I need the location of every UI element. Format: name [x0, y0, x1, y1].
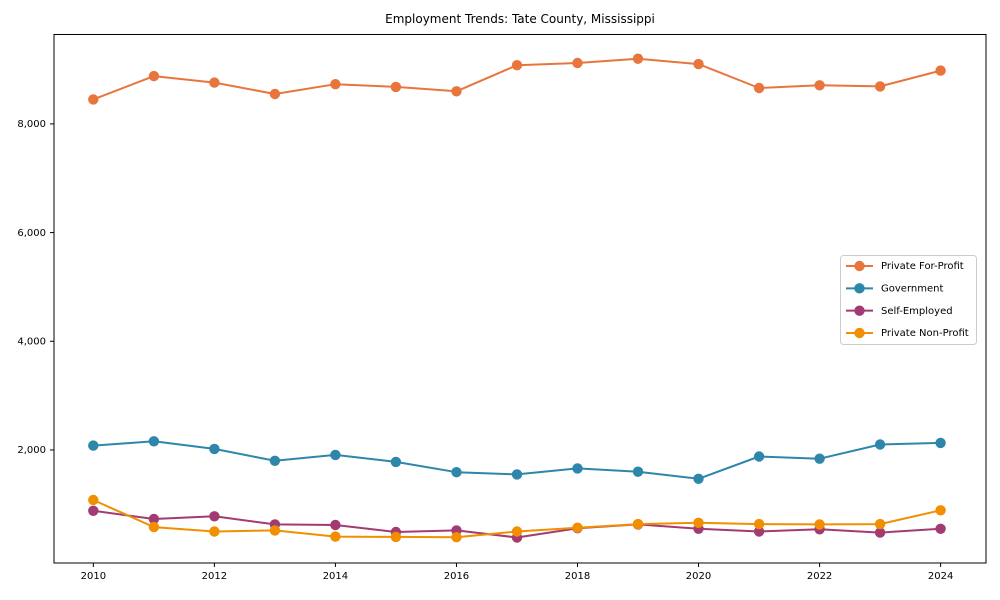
data-point: [814, 80, 825, 91]
legend-marker-dot: [854, 327, 865, 339]
chart-title: Employment Trends: Tate County, Mississi…: [385, 12, 655, 26]
legend-marker-dot: [854, 283, 865, 294]
legend-label: Government: [881, 284, 943, 295]
x-tick-label: 2024: [928, 571, 953, 582]
x-tick-label: 2016: [444, 571, 469, 582]
data-point: [935, 65, 946, 76]
legend-marker-dot: [854, 305, 865, 316]
data-point: [935, 437, 946, 449]
y-tick-label: 2,000: [17, 445, 46, 456]
x-tick-label: 2014: [323, 571, 348, 582]
plot-border: [53, 34, 987, 564]
data-point: [148, 513, 160, 525]
data-point: [874, 527, 886, 538]
data-point: [148, 70, 160, 82]
data-point: [88, 440, 99, 451]
data-point: [632, 466, 644, 477]
data-point: [572, 57, 583, 69]
data-point: [572, 463, 583, 474]
data-point: [209, 511, 220, 522]
data-point: [511, 526, 523, 537]
data-point: [814, 453, 825, 464]
data-point: [451, 86, 462, 97]
data-point: [451, 532, 462, 543]
data-point: [148, 436, 160, 447]
legend-label: Self-Employed: [881, 306, 953, 317]
data-point: [330, 79, 341, 90]
legend-label: Private Non-Profit: [881, 328, 969, 339]
data-point: [753, 518, 765, 530]
data-point: [209, 526, 220, 537]
y-tick-label: 8,000: [17, 119, 46, 130]
legend-marker-dot: [854, 260, 865, 272]
data-point: [88, 505, 99, 516]
data-point: [451, 467, 462, 478]
data-point: [511, 469, 523, 480]
data-point: [390, 81, 402, 93]
data-point: [330, 519, 341, 531]
x-tick-label: 2010: [81, 571, 106, 582]
data-point: [874, 81, 886, 92]
data-point: [572, 522, 583, 533]
data-point: [209, 77, 220, 88]
data-point: [390, 531, 402, 543]
data-point: [148, 521, 160, 533]
data-point: [632, 53, 644, 64]
data-point: [935, 523, 946, 534]
data-point: [753, 451, 765, 462]
data-point: [814, 519, 825, 530]
data-point: [693, 473, 704, 484]
data-point: [269, 455, 281, 466]
data-point: [390, 456, 402, 468]
data-point: [269, 88, 281, 100]
data-point: [632, 518, 644, 530]
data-point: [753, 526, 765, 537]
data-point: [874, 439, 886, 450]
data-point: [88, 94, 99, 105]
y-tick-label: 6,000: [17, 228, 46, 239]
data-point: [511, 59, 523, 71]
data-point: [330, 449, 341, 461]
data-point: [330, 531, 341, 542]
data-point: [874, 518, 886, 530]
data-point: [693, 517, 704, 528]
legend-label: Private For-Profit: [881, 261, 964, 272]
data-point: [269, 525, 281, 536]
data-point: [88, 494, 99, 506]
data-point: [935, 505, 946, 516]
data-point: [209, 443, 220, 455]
x-tick-label: 2020: [686, 571, 711, 582]
y-tick-label: 4,000: [17, 336, 46, 347]
data-point: [753, 82, 765, 94]
x-tick-label: 2012: [202, 571, 227, 582]
x-tick-label: 2018: [565, 571, 590, 582]
legend-box: [840, 255, 977, 345]
x-tick-label: 2022: [807, 571, 832, 582]
data-point: [693, 58, 704, 70]
